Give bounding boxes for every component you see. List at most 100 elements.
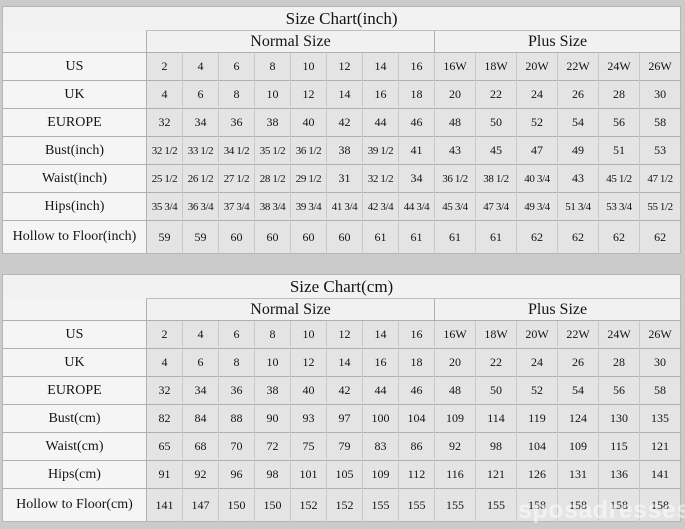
table-cell: 41 3/4 (326, 192, 363, 221)
table-cell: 36 3/4 (182, 192, 219, 221)
table-cell: 42 (326, 108, 363, 137)
table-cell: 4 (182, 52, 219, 81)
table-cell: 68 (182, 432, 219, 461)
table-cell: 42 (326, 376, 363, 405)
table-cell: 56 (598, 376, 640, 405)
table-cell: 28 (598, 80, 640, 109)
table-cell: 10 (290, 320, 327, 349)
table-row: UK 4 6 8 10 12 14 16 18 20 22 24 26 28 30 (2, 348, 681, 377)
table-row: Bust(inch) 32 1/2 33 1/2 34 1/2 35 1/2 36 1/2… (2, 136, 681, 165)
corner-cell (2, 30, 147, 53)
table-cell: 28 (598, 348, 640, 377)
table-title: Size Chart(cm) (2, 274, 681, 299)
table-cell: 12 (290, 348, 327, 377)
table-cell: 37 3/4 (218, 192, 255, 221)
table-cell: 60 (254, 220, 291, 254)
table-cell: 50 (475, 376, 517, 405)
table-cell: 98 (254, 460, 291, 489)
row-label: Hips(cm) (2, 460, 147, 489)
table-cell: 30 (638, 80, 681, 109)
table-cell: 70 (218, 432, 255, 461)
table-cell: 14 (326, 348, 363, 377)
table-cell: 6 (182, 348, 219, 377)
table-cell: 10 (254, 80, 291, 109)
table-cell: 61 (434, 220, 476, 254)
table-cell: 24W (598, 52, 640, 81)
table-cell: 42 3/4 (362, 192, 399, 221)
table-cell: 59 (146, 220, 183, 254)
table-cell: 35 1/2 (254, 136, 291, 165)
table-cell: 34 1/2 (218, 136, 255, 165)
table-cell: 38 3/4 (254, 192, 291, 221)
table-cell: 36 1/2 (290, 136, 327, 165)
table-cell: 96 (218, 460, 255, 489)
table-cell: 92 (434, 432, 476, 461)
row-label: Waist(cm) (2, 432, 147, 461)
table-cell: 141 (146, 488, 183, 522)
table-cell: 16 (398, 52, 435, 81)
table-cell: 38 (254, 376, 291, 405)
table-cell: 45 1/2 (598, 164, 640, 193)
size-table: Size Chart(cm) Normal Size Plus Size US 2 4 6 8… (2, 274, 682, 522)
table-cell: 58 (638, 108, 681, 137)
table-cell: 116 (434, 460, 476, 489)
table-cell: 4 (146, 80, 183, 109)
table-cell: 25 1/2 (146, 164, 183, 193)
table-cell: 54 (557, 376, 599, 405)
table-cell: 2 (146, 320, 183, 349)
row-label: Bust(inch) (2, 136, 147, 165)
table-cell: 55 1/2 (638, 192, 681, 221)
table-cell: 60 (218, 220, 255, 254)
table-cell: 155 (362, 488, 399, 522)
size-chart-cm-table-container: Size Chart(cm) Normal Size Plus Size US 2 4 6 8… (2, 274, 682, 522)
table-cell: 62 (598, 220, 640, 254)
table-cell: 54 (557, 108, 599, 137)
table-cell: 40 (290, 108, 327, 137)
table-cell: 45 3/4 (434, 192, 476, 221)
table-cell: 47 (516, 136, 558, 165)
table-cell: 6 (218, 52, 255, 81)
table-cell: 158 (638, 488, 681, 522)
table-cell: 34 (182, 108, 219, 137)
table-cell: 38 1/2 (475, 164, 517, 193)
table-cell: 119 (516, 404, 558, 433)
row-label: US (2, 320, 147, 349)
table-cell: 52 (516, 108, 558, 137)
table-cell: 29 1/2 (290, 164, 327, 193)
table-cell: 38 (326, 136, 363, 165)
table-cell: 131 (557, 460, 599, 489)
table-cell: 51 (598, 136, 640, 165)
table-row: EUROPE 32 34 36 38 40 42 44 46 48 50 52 54 56 58 (2, 108, 681, 137)
column-group-normal-size: Normal Size (146, 298, 435, 321)
table-row: Hollow to Floor(inch) 59 59 60 60 60 60 61 61 61 6… (2, 220, 681, 254)
table-cell: 84 (182, 404, 219, 433)
column-group-row: Normal Size Plus Size (2, 30, 681, 53)
table-cell: 4 (182, 320, 219, 349)
table-title-row: Size Chart(cm) (2, 274, 681, 299)
table-cell: 98 (475, 432, 517, 461)
table-cell: 40 3/4 (516, 164, 558, 193)
table-cell: 10 (254, 348, 291, 377)
table-cell: 152 (326, 488, 363, 522)
table-cell: 24W (598, 320, 640, 349)
table-cell: 18 (398, 348, 435, 377)
table-cell: 44 3/4 (398, 192, 435, 221)
table-cell: 147 (182, 488, 219, 522)
table-cell: 75 (290, 432, 327, 461)
table-cell: 36 1/2 (434, 164, 476, 193)
table-cell: 32 1/2 (146, 136, 183, 165)
table-cell: 28 1/2 (254, 164, 291, 193)
table-cell: 27 1/2 (218, 164, 255, 193)
table-cell: 12 (290, 80, 327, 109)
table-cell: 100 (362, 404, 399, 433)
table-cell: 92 (182, 460, 219, 489)
table-cell: 39 1/2 (362, 136, 399, 165)
table-row: Bust(cm) 82 84 88 90 93 97 100 104 109 114 119 124 13… (2, 404, 681, 433)
table-cell: 97 (326, 404, 363, 433)
row-label: EUROPE (2, 108, 147, 137)
table-cell: 62 (516, 220, 558, 254)
table-cell: 8 (254, 52, 291, 81)
table-cell: 30 (638, 348, 681, 377)
table-cell: 53 (638, 136, 681, 165)
table-row: EUROPE 32 34 36 38 40 42 44 46 48 50 52 54 56 58 (2, 376, 681, 405)
